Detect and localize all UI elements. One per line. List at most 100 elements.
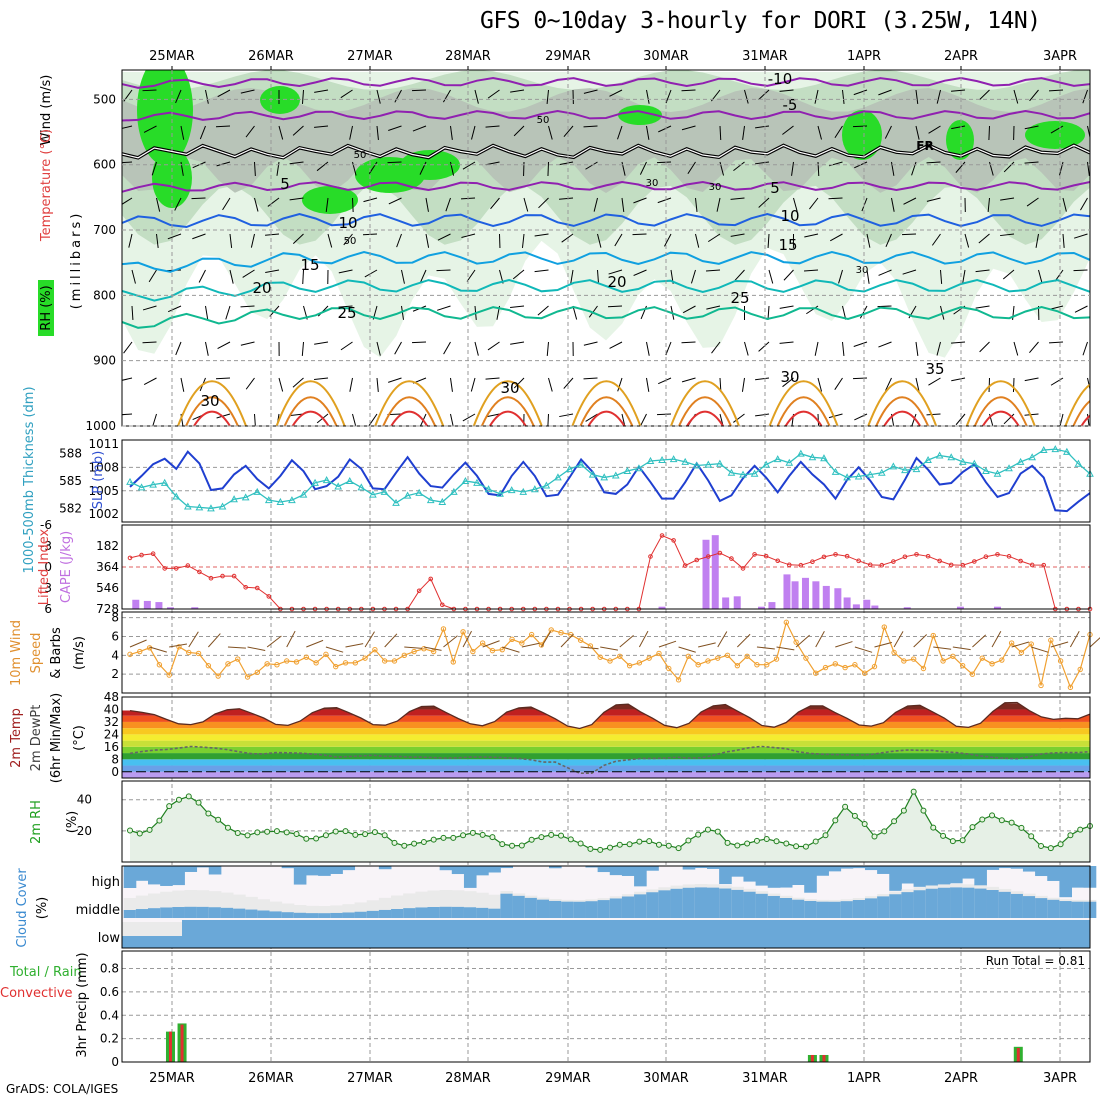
rh-marker: [773, 838, 780, 845]
wind-barb: [572, 305, 578, 320]
wind-speed-marker: [460, 629, 466, 635]
wind10-barb: [815, 630, 825, 648]
li-marker: [729, 556, 734, 561]
wind-barb: [902, 269, 917, 275]
wind-barb: [817, 377, 823, 392]
wind-barb: [265, 269, 280, 274]
wind-barb: [301, 89, 304, 104]
thickness-marker: [762, 460, 770, 468]
wind-barb: [931, 233, 941, 246]
rh-marker: [959, 837, 966, 844]
temp-color-band: [122, 721, 1090, 729]
wind10-barb: [364, 631, 375, 648]
wind-barb: [338, 305, 353, 308]
high-cloud: [974, 866, 987, 886]
rh-marker: [185, 793, 192, 800]
wind-barb: [639, 413, 647, 426]
wind-speed-marker: [901, 658, 907, 664]
middle-cloud: [889, 894, 902, 918]
high-cloud: [646, 866, 659, 871]
wind-speed-marker: [764, 662, 770, 668]
wind-barb: [443, 341, 451, 355]
wind-barb: [570, 269, 574, 284]
middle-cloud: [366, 910, 380, 918]
thickness-marker: [773, 455, 782, 463]
wind-barb: [779, 89, 794, 92]
wind-barb: [793, 197, 798, 212]
wind-speed-marker: [724, 652, 731, 659]
temperature-contours: [122, 76, 1090, 426]
wind-barb: [1062, 233, 1065, 248]
thickness-marker: [334, 482, 343, 490]
rh-marker: [528, 836, 535, 843]
wind10-barb: [619, 635, 634, 648]
wind-barb: [368, 161, 378, 174]
wind10-barb: [404, 646, 423, 649]
wind-speed-marker: [930, 632, 936, 639]
cape-bar: [791, 581, 799, 609]
wind-barb: [376, 377, 379, 392]
wind-barb: [707, 233, 721, 243]
wind-speed-marker: [695, 662, 701, 668]
li-marker: [231, 573, 237, 579]
wind-barb: [143, 125, 157, 133]
high-cloud: [123, 866, 137, 888]
wind-barb: [175, 89, 182, 104]
ylabel-wind10: 10m Wind: [9, 620, 24, 686]
rh-marker: [450, 834, 457, 841]
middle-cloud: [488, 908, 501, 918]
thickness-marker: [577, 460, 585, 468]
wind-barb: [755, 161, 770, 165]
precip-conv-bar: [822, 1054, 826, 1062]
wind-barb: [131, 305, 134, 321]
wind-barb: [951, 377, 966, 382]
wind-speed-marker: [489, 647, 496, 654]
wind-barb: [301, 341, 304, 356]
wind-speed-marker: [1018, 649, 1025, 656]
li-marker: [139, 552, 144, 558]
wind-barb: [979, 89, 990, 101]
wind-speed-marker: [450, 659, 456, 665]
wind10-barb: [874, 641, 893, 648]
wind-speed-marker: [744, 653, 750, 659]
middle-cloud: [792, 899, 805, 918]
wind-speed-marker: [636, 660, 643, 666]
wind-speed-marker: [372, 646, 378, 653]
wind-barb: [583, 341, 598, 346]
temp-contour-arc: [382, 396, 437, 426]
li-marker: [671, 538, 676, 543]
high-cloud: [1071, 866, 1085, 888]
thickness-marker: [1051, 445, 1060, 453]
wind-speed-marker: [646, 655, 652, 661]
wind-barb: [242, 269, 255, 278]
rh-marker: [998, 817, 1005, 824]
wind-speed-marker: [822, 664, 829, 671]
wind-speed-marker: [920, 665, 927, 672]
wind-barb: [128, 233, 133, 248]
high-cloud: [962, 866, 975, 879]
rh-marker: [940, 832, 947, 839]
wind10-barb: [540, 631, 552, 648]
wind-speed-marker: [881, 624, 887, 630]
wind-barb: [838, 269, 843, 284]
rh-marker: [322, 832, 329, 839]
wind-speed-marker: [205, 662, 212, 669]
wind-barb: [955, 161, 966, 173]
wind-speed-marker: [323, 651, 329, 658]
wind-speed-marker: [597, 654, 603, 660]
wind-barb: [639, 161, 647, 175]
rh-contour-label: 30: [709, 182, 722, 193]
wind-barb: [617, 125, 623, 140]
li-marker: [648, 554, 653, 559]
high-cloud: [160, 866, 173, 886]
wind-barb: [123, 341, 133, 354]
thickness-marker: [854, 472, 863, 480]
precip-tick-label: 0.6: [100, 985, 119, 999]
cloud-frame: [121, 865, 1091, 949]
wind-barb: [225, 305, 231, 320]
temp-contour-label: 10: [780, 207, 799, 225]
temp-color-band: [122, 771, 1090, 778]
cape-bar: [852, 604, 860, 609]
wind-barb: [487, 89, 500, 99]
middle-cloud: [330, 912, 343, 918]
